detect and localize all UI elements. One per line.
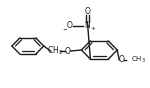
Text: O: O [65,46,70,56]
Text: N: N [85,21,90,31]
Text: O: O [67,21,72,31]
Text: CH$_3$: CH$_3$ [131,55,146,65]
Text: −: − [62,26,67,32]
Text: O: O [118,56,124,65]
Text: CH$_2$: CH$_2$ [47,45,63,57]
Text: +: + [90,26,95,32]
Text: O: O [84,7,90,17]
